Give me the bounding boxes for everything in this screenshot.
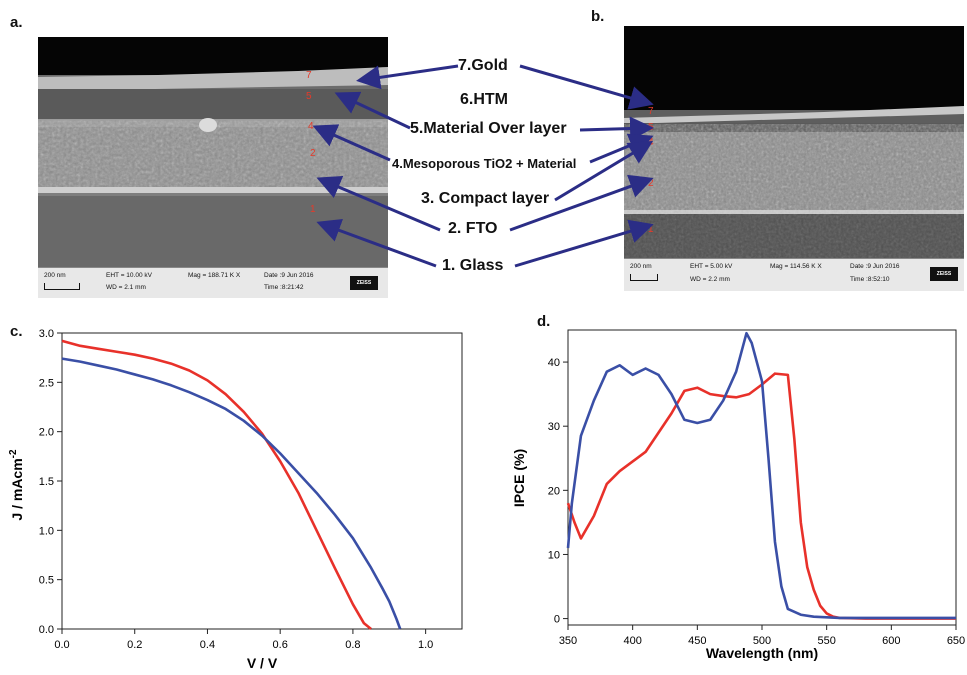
y-tick-label: 30 (548, 421, 560, 433)
arrow-fto-a (316, 175, 441, 232)
y-tick-label: 20 (548, 485, 560, 497)
x-tick-label: 0.6 (273, 639, 288, 651)
y-axis-label-superscript: -2 (8, 449, 19, 458)
panel-label-d: d. (537, 313, 551, 330)
y-tick-label: 40 (548, 357, 560, 369)
x-tick-label: 450 (688, 635, 706, 647)
y-tick-label: 10 (548, 549, 560, 561)
y-tick-label: 2.5 (39, 377, 54, 389)
x-tick-label: 1.0 (418, 639, 433, 651)
eht-value: EHT = 10.00 kV (106, 272, 152, 279)
y-tick-label: 0.0 (39, 624, 54, 636)
y-axis-label: IPCE (%) (511, 449, 527, 507)
wd-value: WD = 2.1 mm (106, 284, 146, 291)
arrow-overlayer-b (579, 116, 654, 141)
jv-curve-chart: 0.0 0.2 0.4 0.6 0.8 1.00.00.51.01.52.02.53.0 … (8, 328, 463, 671)
x-tick-label: 550 (817, 635, 835, 647)
eht-value: EHT = 5.00 kV (690, 263, 733, 270)
mag-value: Mag = 188.71 K X (188, 272, 241, 279)
date-value: Date :9 Jun 2016 (264, 272, 314, 279)
x-tick-label: 0.4 (200, 639, 215, 651)
x-tick-label: 500 (753, 635, 771, 647)
callout-meso: 4.Mesoporous TiO2 + Material (392, 156, 577, 171)
zeiss-logo: ZEISS (930, 267, 958, 281)
x-tick-label: 0.0 (54, 639, 69, 651)
arrow-gold-a (356, 64, 459, 90)
ipce-chart: 350 400 450 500 550 600 650 0 10 20 30 40 Wavelengt… (511, 329, 965, 661)
scalebar (630, 274, 658, 281)
mag-value: Mag = 114.56 K X (770, 263, 822, 270)
scalebar (44, 283, 80, 290)
x-tick-label: 0.2 (127, 639, 142, 651)
layer-number-7: 7 (306, 70, 312, 81)
arrow-glass-a (316, 218, 437, 268)
y-tick-label: 0 (554, 614, 560, 626)
x-tick-label: 600 (882, 635, 900, 647)
y-tick-label: 1.5 (39, 476, 54, 488)
arrow-fto-b (509, 174, 654, 232)
series-line-red (61, 339, 372, 631)
x-tick-label: 650 (947, 635, 965, 647)
callout-gold: 7.Gold (458, 57, 508, 74)
panel-label-c: c. (10, 323, 23, 340)
y-tick-label: 3.0 (39, 328, 54, 340)
time-value: Time :8:52:10 (850, 276, 890, 283)
y-tick-label: 1.0 (39, 525, 54, 537)
x-tick-label: 350 (559, 635, 577, 647)
panel-label-a: a. (10, 14, 23, 31)
plot-area-frame (567, 329, 957, 626)
arrow-overlayer-a (334, 91, 411, 130)
layer-number-2: 2 (310, 148, 316, 159)
arrow-compact-b (554, 140, 654, 202)
sem-image-a: 200 nm EHT = 10.00 kV WD = 2.1 mm Mag = … (38, 37, 388, 298)
callout-glass: 1. Glass (442, 257, 504, 274)
sem-info-bar-b: 200 nm EHT = 5.00 kV WD = 2.2 mm Mag = 1… (624, 258, 964, 291)
x-tick-label: 0.8 (345, 639, 360, 651)
y-axis-label-text: J / mAcm (9, 458, 25, 520)
callout-overlayer: 5.Material Over layer (410, 120, 567, 137)
callout-compact: 3. Compact layer (421, 190, 550, 207)
sem-info-bar-a: 200 nm EHT = 10.00 kV WD = 2.1 mm Mag = … (38, 267, 388, 298)
arrow-glass-b (514, 219, 654, 268)
x-axis-label: Wavelength (nm) (706, 645, 818, 661)
scalebar-label: 200 nm (44, 272, 66, 279)
layer-number-4: 4 (308, 121, 314, 132)
panel-label-b: b. (591, 8, 605, 25)
y-axis-label: J / mAcm-2 (8, 449, 25, 521)
plot-area-frame (61, 332, 463, 630)
arrow-gold-b (519, 64, 654, 110)
x-axis-label: V / V (247, 655, 278, 671)
sem-micrograph-a (38, 37, 388, 298)
date-value: Date :9 Jun 2016 (850, 263, 900, 270)
layer-number-5: 5 (306, 91, 312, 102)
sem-image-b: 200 nm EHT = 5.00 kV WD = 2.2 mm Mag = 1… (624, 26, 964, 291)
layer-number-7: 7 (648, 106, 654, 117)
x-tick-label: 400 (623, 635, 641, 647)
series-line-blue (566, 331, 956, 620)
sem-micrograph-b (624, 26, 964, 291)
arrow-meso-a (312, 124, 391, 162)
callout-arrows (312, 64, 654, 268)
layer-number-1: 1 (310, 204, 316, 215)
zeiss-logo: ZEISS (350, 276, 378, 290)
callout-htm: 6.HTM (460, 91, 508, 108)
series-line-blue (61, 357, 402, 630)
y-tick-label: 2.0 (39, 427, 54, 439)
time-value: Time :8:21:42 (264, 284, 304, 291)
wd-value: WD = 2.2 mm (690, 276, 730, 283)
callout-fto: 2. FTO (448, 220, 498, 237)
scalebar-label: 200 nm (630, 263, 652, 270)
y-tick-label: 0.5 (39, 575, 54, 587)
